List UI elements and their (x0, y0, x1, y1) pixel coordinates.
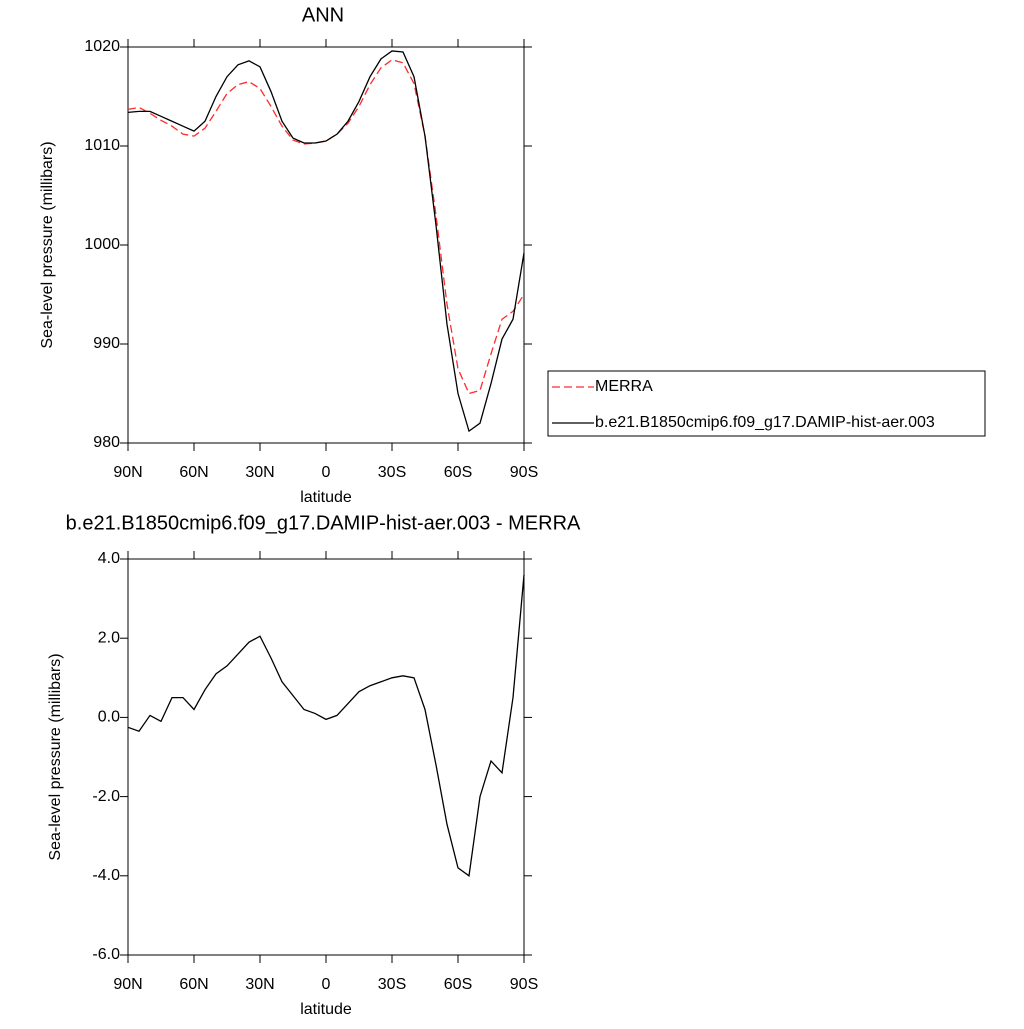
x-tick-label: 90S (510, 464, 538, 481)
x-tick-label: 60N (179, 976, 208, 993)
y-tick-label: 0.0 (98, 709, 120, 726)
x-tick-label: 30S (378, 464, 406, 481)
chart-title: ANN (302, 4, 344, 26)
x-tick-label: 30N (245, 464, 274, 481)
legend-box (547, 370, 986, 437)
y-tick-label: 2.0 (98, 629, 120, 646)
y-tick-label: 1020 (84, 38, 120, 55)
x-tick-label: 90S (510, 976, 538, 993)
y-tick-label: -2.0 (92, 788, 120, 805)
y-tick-label: -4.0 (92, 867, 120, 884)
x-tick-label: 0 (322, 464, 331, 481)
data-line (127, 50, 525, 433)
y-tick-label: 990 (93, 335, 120, 352)
x-tick-label: 60S (444, 976, 472, 993)
y-tick-label: 980 (93, 434, 120, 451)
plot-frame (127, 46, 525, 444)
y-tick-label: -6.0 (92, 946, 120, 963)
x-tick-label: 30S (378, 976, 406, 993)
y-axis-label: Sea-level pressure (millibars) (47, 653, 64, 860)
plot-frame (127, 558, 525, 956)
legend-label: MERRA (595, 378, 653, 395)
x-tick-label: 30N (245, 976, 274, 993)
y-tick-label: 1000 (84, 236, 120, 253)
x-tick-label: 0 (322, 976, 331, 993)
x-axis-label: latitude (300, 1001, 352, 1018)
x-axis-label: latitude (300, 489, 352, 506)
x-tick-label: 60S (444, 464, 472, 481)
x-tick-label: 90N (113, 976, 142, 993)
y-tick-label: 4.0 (98, 550, 120, 567)
y-axis-label: Sea-level pressure (millibars) (39, 141, 56, 348)
y-tick-label: 1010 (84, 137, 120, 154)
chart-title: b.e21.B1850cmip6.f09_g17.DAMIP-hist-aer.… (66, 512, 581, 534)
legend-label: b.e21.B1850cmip6.f09_g17.DAMIP-hist-aer.… (595, 414, 935, 431)
data-line (127, 59, 525, 395)
x-tick-label: 90N (113, 464, 142, 481)
x-tick-label: 60N (179, 464, 208, 481)
data-line (127, 574, 525, 877)
